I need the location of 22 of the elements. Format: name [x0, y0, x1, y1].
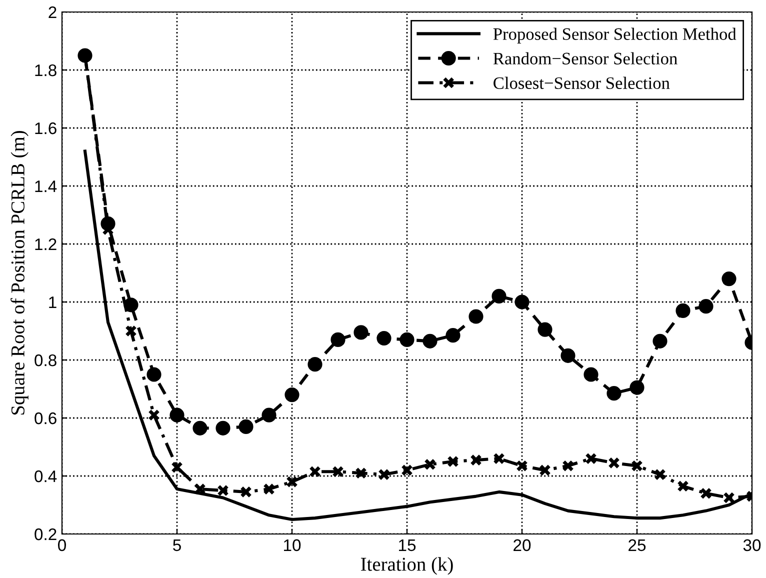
y-tick-label: 1.4 [35, 180, 57, 192]
y-tick-label: 1 [49, 296, 56, 308]
x-tick-label: 10 [284, 539, 301, 552]
y-tick-label: 1.2 [35, 238, 56, 250]
legend-label: Closest−Sensor Selection [494, 76, 670, 90]
y-tick-label: 2 [48, 6, 56, 18]
x-tick-label: 15 [399, 539, 416, 552]
x-axis-title: Iteration (k) [361, 557, 453, 575]
x-tick-label: 25 [628, 539, 646, 552]
x-tick-label: 30 [743, 539, 761, 552]
x-tick-label: 0 [58, 539, 66, 552]
x-tick-label: 20 [514, 539, 531, 552]
legend-label: Proposed Sensor Selection Method [493, 28, 736, 44]
y-tick-label: 1.6 [35, 122, 56, 134]
y-tick-label: 0.4 [34, 470, 57, 482]
y-axis-title: Square Root of Position PCRLB (m) [10, 130, 28, 415]
y-tick-label: 0.2 [34, 528, 56, 540]
x-tick-label: 5 [173, 539, 181, 552]
y-tick-label: 0.6 [34, 412, 56, 424]
legend-label: Random−Sensor Selection [493, 52, 678, 64]
y-tick-label: 0.8 [34, 354, 56, 366]
y-tick-label: 1.8 [35, 64, 56, 76]
